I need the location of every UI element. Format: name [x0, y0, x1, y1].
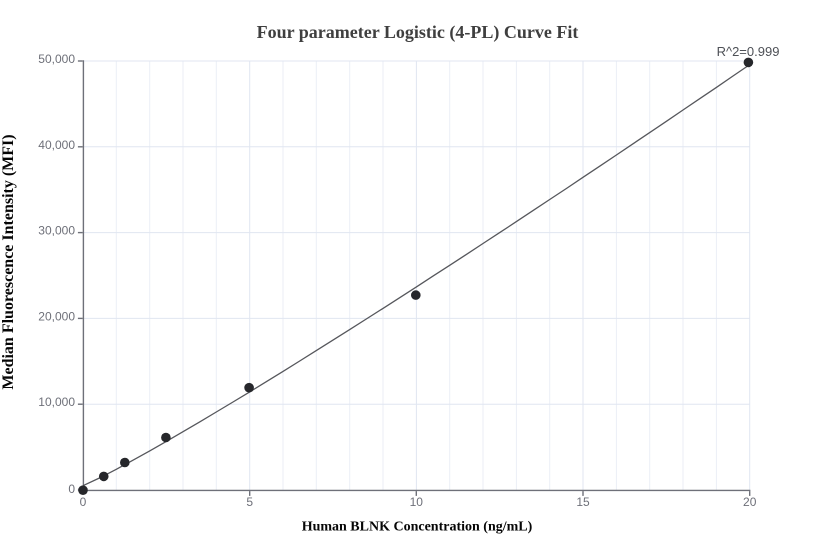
svg-text:Median Fluorescence Intensity: Median Fluorescence Intensity (MFI) — [0, 134, 17, 389]
svg-text:R^2=0.999: R^2=0.999 — [717, 44, 780, 59]
svg-text:15: 15 — [576, 495, 590, 509]
svg-text:40,000: 40,000 — [38, 138, 75, 152]
svg-text:10: 10 — [410, 495, 424, 509]
svg-text:5: 5 — [246, 495, 253, 509]
svg-text:20: 20 — [743, 495, 757, 509]
svg-text:0: 0 — [80, 495, 87, 509]
svg-text:30,000: 30,000 — [38, 224, 75, 238]
svg-text:20,000: 20,000 — [38, 309, 75, 323]
svg-text:10,000: 10,000 — [38, 395, 75, 409]
svg-text:50,000: 50,000 — [38, 52, 75, 66]
svg-text:Four parameter Logistic (4-PL): Four parameter Logistic (4-PL) Curve Fit — [257, 22, 579, 43]
svg-text:Human BLNK Concentration (ng/m: Human BLNK Concentration (ng/mL) — [302, 519, 533, 534]
svg-text:0: 0 — [68, 482, 75, 496]
